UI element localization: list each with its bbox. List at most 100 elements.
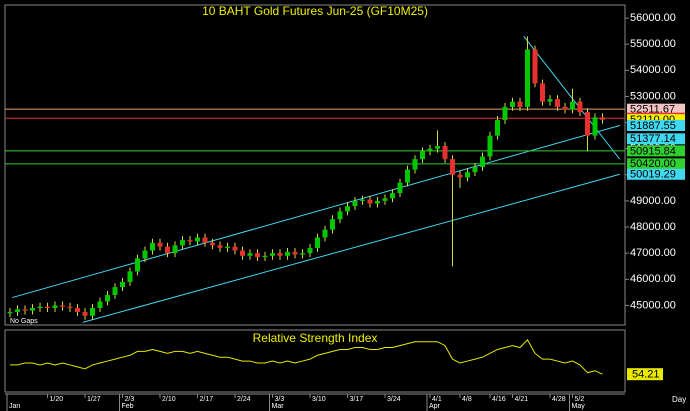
x-tick-label: 2/24 <box>237 396 251 403</box>
rsi-line <box>10 338 603 375</box>
candle-body <box>367 199 373 204</box>
candle-body <box>157 242 163 247</box>
price-panel <box>4 4 626 326</box>
x-tick-label: 3/10 <box>312 396 326 403</box>
candle-body <box>210 242 215 246</box>
candle-body <box>277 253 283 256</box>
y-tick-label: 55000.00 <box>630 38 676 50</box>
x-tick-label: 4/16 <box>492 396 506 403</box>
y-tick-label: 54000.00 <box>630 64 676 76</box>
candle-body <box>600 117 605 120</box>
candle-body <box>307 247 313 254</box>
trend-line <box>12 125 620 299</box>
candle-body <box>450 159 455 175</box>
candle-body <box>442 146 448 160</box>
candle-body <box>382 198 388 201</box>
candle-body <box>127 271 133 282</box>
level-label: 51377.14 <box>630 133 676 145</box>
candle-body <box>322 229 328 238</box>
candle-body <box>262 255 268 258</box>
candle-body <box>90 308 95 316</box>
candle-body <box>67 306 73 309</box>
x-tick-label: 5/2 <box>575 396 585 403</box>
candle-body <box>60 305 65 307</box>
candle-body <box>232 246 238 251</box>
candle-body <box>285 251 290 256</box>
month-label: Jan <box>9 403 20 410</box>
candle-body <box>217 245 223 248</box>
x-tick-label: 1/27 <box>87 396 101 403</box>
candle-body <box>15 309 20 312</box>
month-label: Feb <box>122 403 134 410</box>
rsi-label-bg <box>627 368 663 381</box>
candle-body <box>465 172 470 178</box>
candle-body <box>412 159 418 170</box>
candle-body <box>540 83 545 102</box>
candle-body <box>345 206 350 212</box>
candle-body <box>195 237 200 242</box>
x-tick-label: 3/3 <box>275 396 285 403</box>
candle-body <box>142 250 148 259</box>
x-tick-label: 2/3 <box>125 396 135 403</box>
chart-title: 10 BAHT Gold Futures Jun-25 (GF10M25) <box>202 4 428 18</box>
candle-body <box>225 246 230 248</box>
candle-body <box>585 112 590 136</box>
candle-body <box>532 49 538 84</box>
candle-body <box>592 117 598 136</box>
candle-body <box>105 294 110 302</box>
level-label: 51887.55 <box>630 120 676 132</box>
level-label: 50915.84 <box>630 145 676 157</box>
candle-body <box>37 306 43 309</box>
level-label: 52511.67 <box>630 104 675 116</box>
level-label-bg <box>627 119 685 131</box>
candle-body <box>202 237 208 243</box>
candle-body <box>375 200 380 204</box>
candle-body <box>390 193 395 199</box>
candle-body <box>457 174 463 178</box>
candle-body <box>405 169 410 183</box>
month-label: Apr <box>429 403 441 410</box>
x-axis-label: Day <box>672 395 686 404</box>
candle-body <box>517 101 523 107</box>
candle-body <box>300 253 305 255</box>
candle-body <box>135 258 140 272</box>
candle-body <box>360 199 365 201</box>
candle-body <box>495 119 500 136</box>
y-tick-label: 56000.00 <box>630 12 676 24</box>
candle-body <box>180 240 185 246</box>
candle-body <box>555 99 560 107</box>
candle-body <box>292 251 298 255</box>
candle-body <box>577 101 583 113</box>
level-label-bg <box>627 145 685 157</box>
month-label: May <box>572 403 586 410</box>
candle-body <box>570 101 575 110</box>
candle-body <box>165 246 170 254</box>
candle-body <box>435 146 440 149</box>
level-label-bg <box>627 158 685 170</box>
candle-body <box>45 306 50 309</box>
candle-body <box>270 253 275 256</box>
y-tick-label: 49000.00 <box>630 195 676 207</box>
y-tick-label: 46000.00 <box>630 273 676 285</box>
x-tick-label: 4/28 <box>552 396 566 403</box>
candle-body <box>502 106 508 120</box>
candle-body <box>487 135 493 157</box>
candle-body <box>397 182 403 194</box>
candle-body <box>525 49 530 107</box>
annotation: No Gaps <box>10 318 38 325</box>
level-label-bg <box>627 114 685 126</box>
x-tick-label: 4/21 <box>515 396 529 403</box>
candle-body <box>172 245 178 254</box>
x-tick-label: 2/10 <box>162 396 176 403</box>
y-tick-label: 48000.00 <box>630 221 676 233</box>
x-tick-label: 3/24 <box>387 396 401 403</box>
candle-body <box>30 308 35 311</box>
y-tick-label: 47000.00 <box>630 247 676 259</box>
candle-body <box>75 308 80 312</box>
candle-body <box>97 301 103 309</box>
level-label: 50019.29 <box>630 169 676 181</box>
level-label: 50420.00 <box>630 158 676 170</box>
